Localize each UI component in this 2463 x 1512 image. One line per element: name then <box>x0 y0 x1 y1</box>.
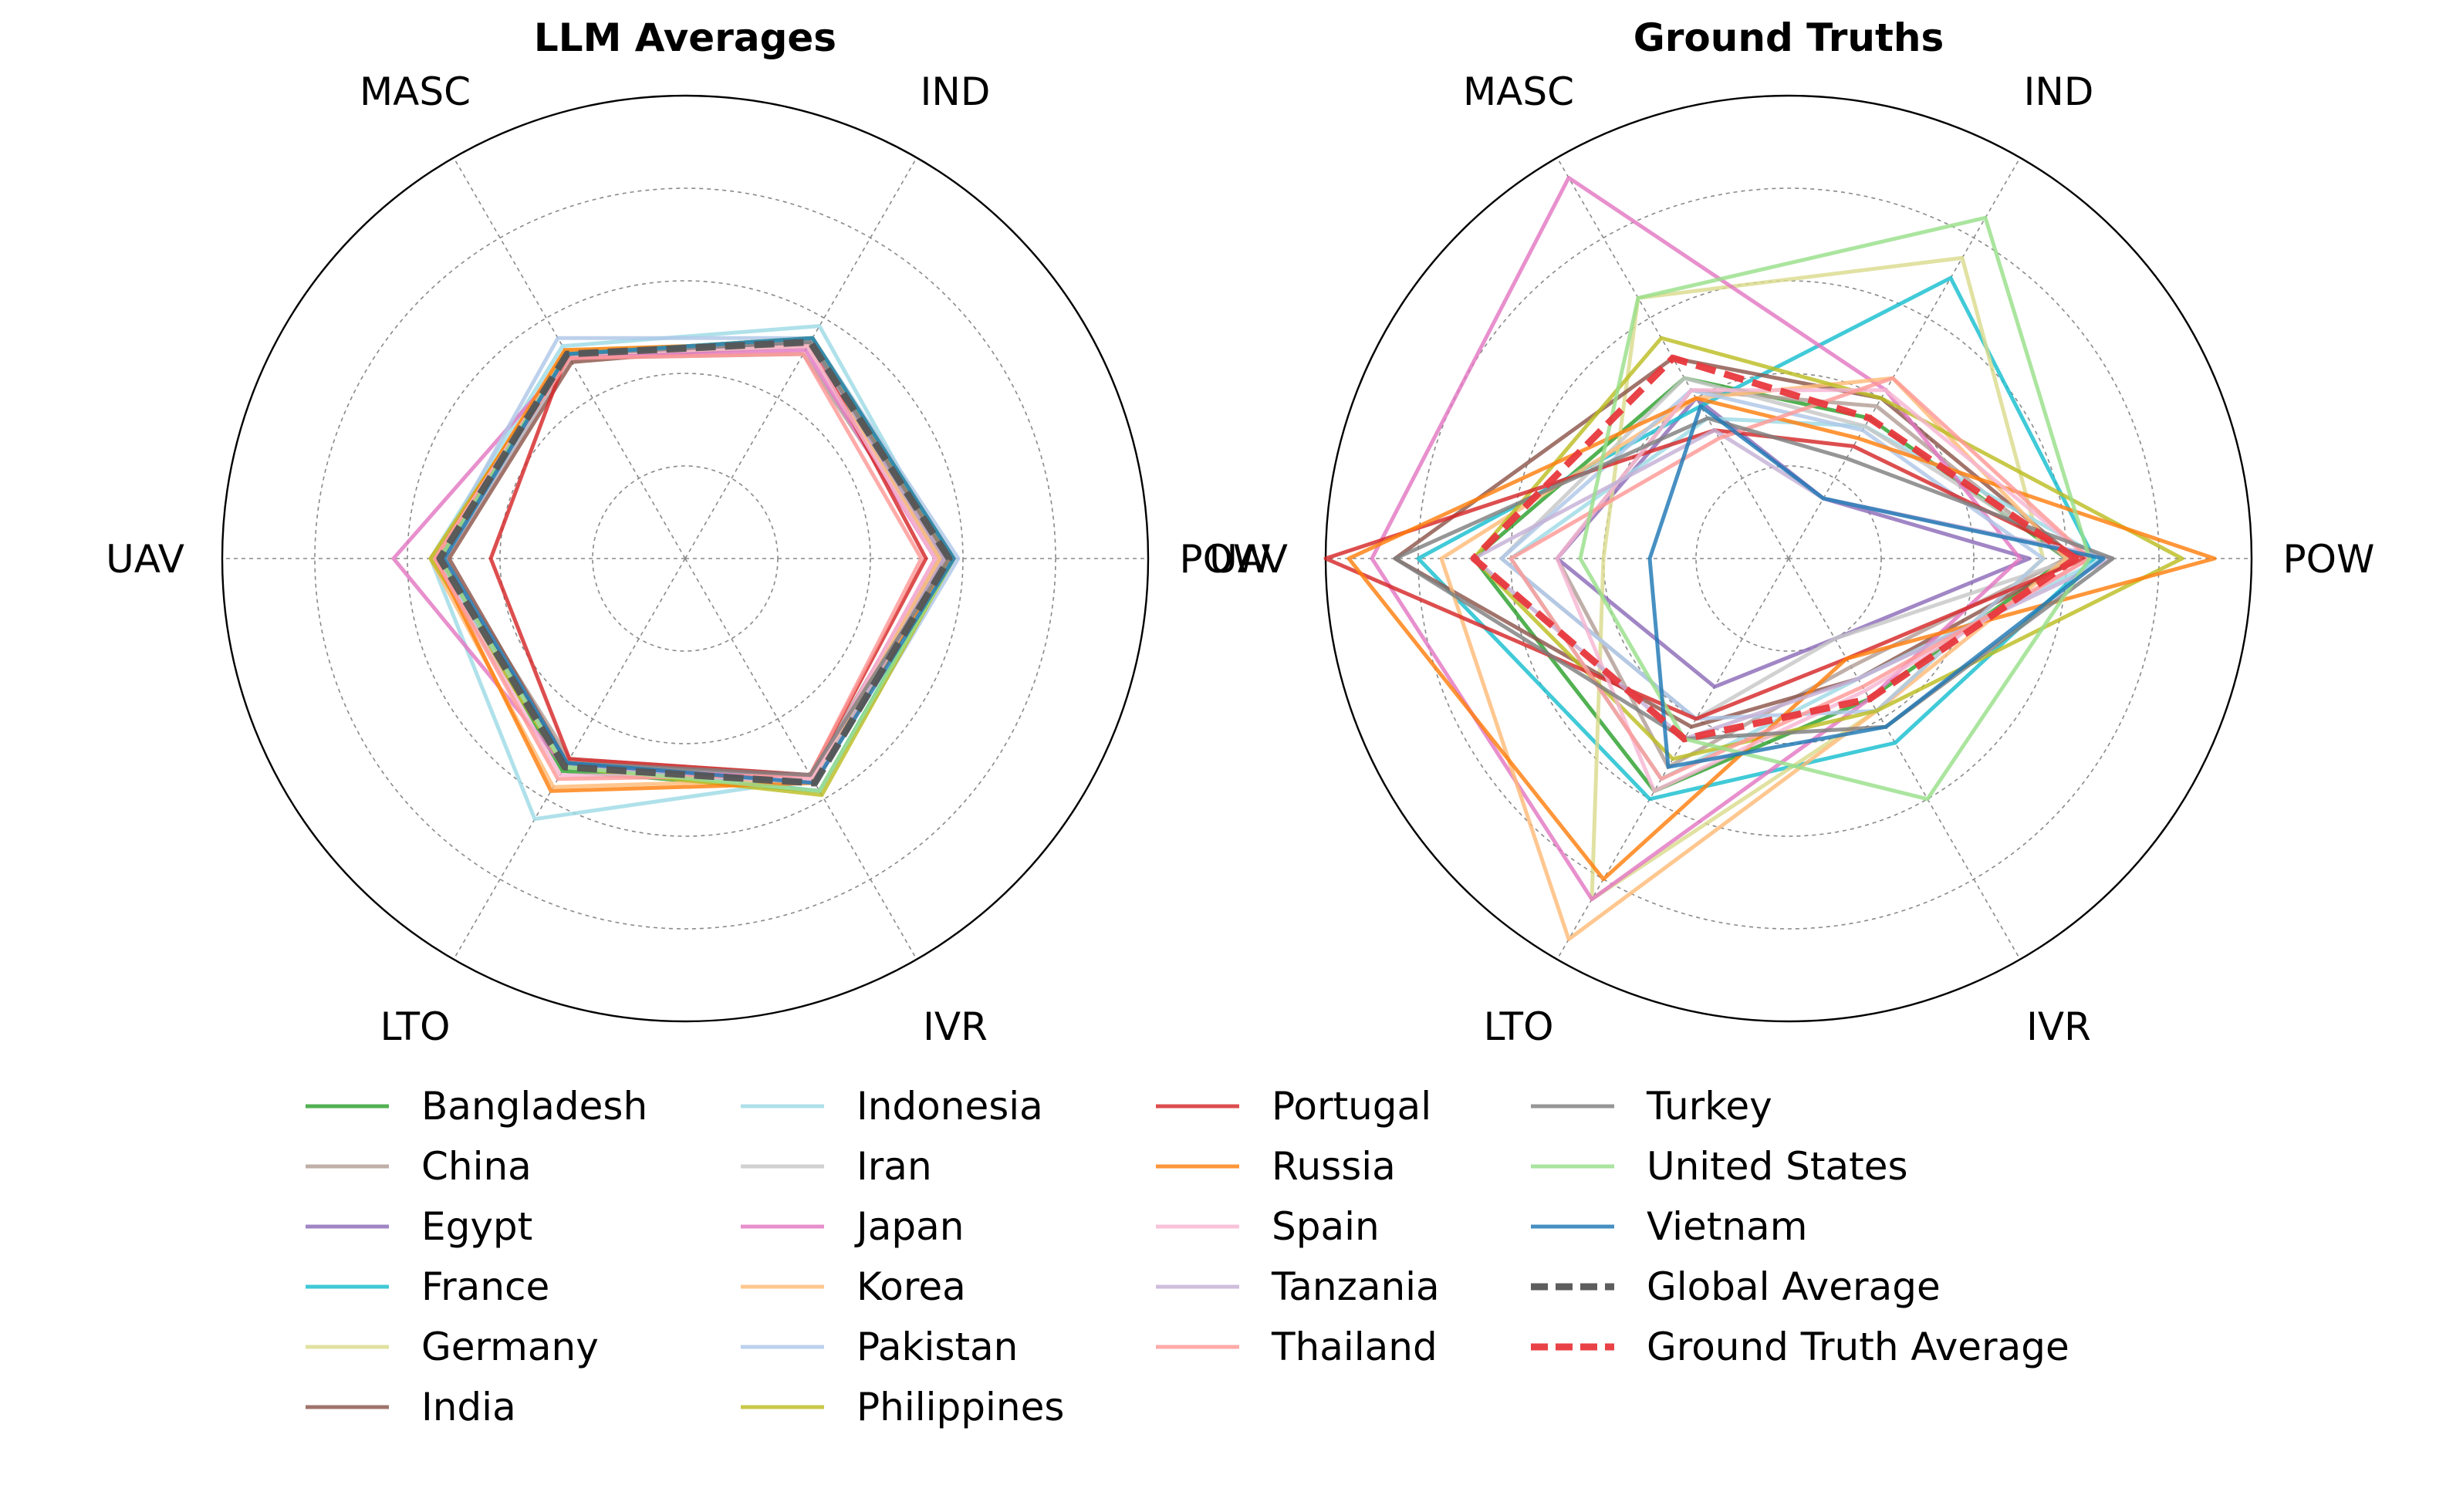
series-pakistan <box>433 336 961 793</box>
legend-label-ground-truth-average: Ground Truth Average <box>1647 1325 2069 1369</box>
legend-label-global-average: Global Average <box>1647 1264 1941 1309</box>
legend-label-thailand: Thailand <box>1271 1325 1438 1369</box>
legend-label-united-states: United States <box>1647 1144 1908 1189</box>
series-global-average <box>436 338 953 787</box>
axis-label-uav: UAV <box>1209 537 1288 582</box>
legend-label-indonesia: Indonesia <box>856 1084 1043 1129</box>
radar-spoke <box>1788 558 2021 960</box>
legend-label-japan: Japan <box>854 1204 964 1249</box>
axis-label-ind: IND <box>921 69 991 114</box>
radar-spoke <box>684 157 917 559</box>
legend-label-egypt: Egypt <box>421 1204 532 1249</box>
axis-label-lto: LTO <box>1484 1004 1554 1049</box>
legend-label-turkey: Turkey <box>1646 1084 1772 1129</box>
series-indonesia <box>428 324 951 822</box>
legend: Bangladesh China Egypt France Germany India In… <box>306 1084 2069 1429</box>
series-philippines <box>428 336 956 798</box>
legend-label-bangladesh: Bangladesh <box>421 1084 647 1129</box>
legend-label-russia: Russia <box>1272 1144 1396 1189</box>
axis-label-masc: MASC <box>1463 69 1574 114</box>
axis-label-pow: POW <box>2283 537 2375 582</box>
chart-title-ground-truth: Ground Truths <box>1634 15 1944 60</box>
series-ground-truth-average <box>1470 354 2080 743</box>
series-russia <box>1346 396 2217 882</box>
radar-spoke <box>1788 157 2021 559</box>
chart-title-llm: LLM Averages <box>534 15 836 60</box>
legend-label-vietnam: Vietnam <box>1647 1204 1807 1249</box>
legend-label-india: India <box>421 1385 516 1429</box>
axis-label-ivr: IVR <box>923 1004 988 1049</box>
legend-label-germany: Germany <box>421 1325 599 1369</box>
radar-panel-llm-averages: POW IND MASC UAV LTO IVR <box>106 69 1271 1049</box>
series-spain <box>1555 388 2092 793</box>
axis-label-masc: MASC <box>360 69 471 114</box>
radar-panel-ground-truths: POW IND MASC UAV LTO IVR <box>1209 69 2374 1049</box>
series-vietnam <box>1647 404 2106 769</box>
legend-label-spain: Spain <box>1272 1204 1380 1249</box>
axis-label-uav: UAV <box>106 537 184 582</box>
radar-spoke <box>684 558 917 960</box>
axis-label-ind: IND <box>2024 69 2094 114</box>
series-united-states <box>1578 215 2092 802</box>
axis-label-ivr: IVR <box>2026 1004 2091 1049</box>
legend-label-pakistan: Pakistan <box>856 1325 1018 1369</box>
series-france <box>1416 275 2096 802</box>
axis-label-pow: POW <box>1180 537 1272 582</box>
series-russia <box>433 339 951 793</box>
legend-label-iran: Iran <box>856 1144 932 1189</box>
series-germany <box>1590 255 2046 902</box>
series-thailand <box>1509 376 2092 781</box>
legend-label-france: France <box>421 1264 549 1309</box>
legend-label-korea: Korea <box>856 1264 966 1309</box>
legend-label-china: China <box>421 1144 532 1189</box>
legend-label-portugal: Portugal <box>1272 1084 1431 1129</box>
legend-label-tanzania: Tanzania <box>1271 1264 1440 1309</box>
legend-label-philippines: Philippines <box>856 1385 1064 1429</box>
radar-outer-circle <box>221 94 1150 1023</box>
axis-label-lto: LTO <box>380 1004 451 1049</box>
